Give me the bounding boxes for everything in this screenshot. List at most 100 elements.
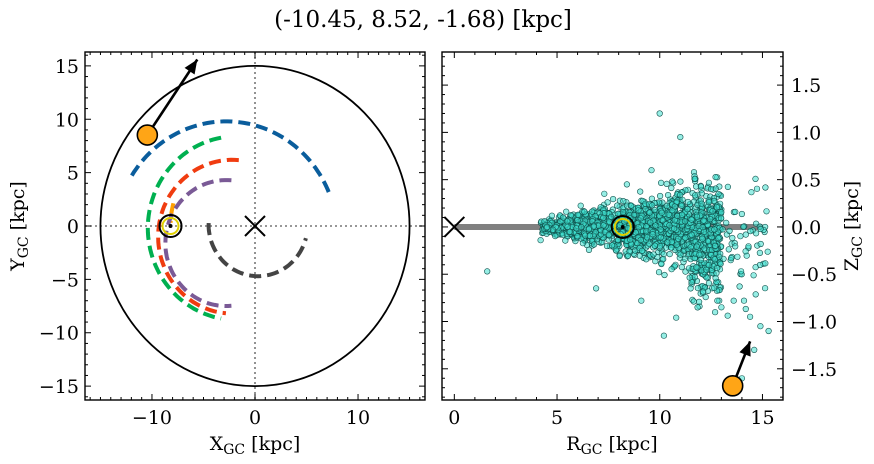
rz-ticks: 0 5 10 15 −1.5 −1.0 −0.5 0.0 0.5 1.0 1.5 <box>442 52 837 429</box>
scatter-point <box>687 244 694 251</box>
scatter-point <box>737 233 744 240</box>
xy-ytick-label: 15 <box>55 56 79 78</box>
xy-panel: −10 0 10 −15 −10 −5 0 5 10 15 XGC [kpc] YGC [kpc] <box>7 51 426 458</box>
scatter-point <box>564 223 571 230</box>
scatter-point <box>668 244 675 251</box>
scatter-point <box>608 213 615 220</box>
scatter-point <box>649 231 656 238</box>
rz-plot-area <box>443 110 772 397</box>
scatter-point <box>761 285 769 292</box>
scatter-point <box>694 285 702 292</box>
scatter-point <box>698 200 705 207</box>
scatter-point <box>678 211 686 218</box>
scatter-point <box>663 202 671 209</box>
xy-xlabel: XGC [kpc] <box>210 433 301 458</box>
xy-ytick-label: 0 <box>67 216 79 238</box>
scatter-point <box>574 217 581 224</box>
scatter-point <box>703 266 710 273</box>
scatter-point <box>686 274 693 281</box>
scatter-point <box>637 215 644 222</box>
scatter-point <box>730 297 737 304</box>
scatter-point <box>694 304 701 311</box>
scatter-point <box>590 241 598 248</box>
scatter-point <box>560 214 567 221</box>
scatter-point <box>600 214 607 221</box>
scatter-point <box>670 225 678 232</box>
rz-sun-yellow-ring <box>613 217 632 236</box>
rz-ytick-label: 0.0 <box>791 217 821 239</box>
scatter-point <box>573 225 580 232</box>
xy-xtick-label: 10 <box>346 407 370 429</box>
scatter-point <box>660 332 668 339</box>
scatter-point <box>608 242 616 249</box>
scatter-point <box>696 251 703 258</box>
scatter-point <box>678 264 685 271</box>
rz-ylabel: ZGC [kpc] <box>841 181 866 271</box>
scatter-point <box>728 255 735 262</box>
scatter-point <box>677 178 684 185</box>
scatter-point <box>609 196 617 203</box>
spiral-arm-4 <box>163 178 232 308</box>
scatter-point <box>656 243 664 250</box>
scatter-point <box>643 234 651 241</box>
scatter-point <box>718 304 725 311</box>
scatter-point <box>702 294 709 301</box>
scatter-point <box>709 208 716 215</box>
scatter-point <box>643 256 650 263</box>
scatter-point <box>693 213 701 220</box>
scatter-point <box>646 240 653 247</box>
scatter-point <box>748 189 755 196</box>
spiral-arm-3 <box>156 157 239 316</box>
xy-xtick-label: 0 <box>249 407 261 429</box>
scatter-point <box>710 284 718 291</box>
scatter-point <box>707 216 714 223</box>
scatter-point <box>715 235 722 242</box>
scatter-point <box>695 298 703 306</box>
spiral-arm-2 <box>168 202 176 223</box>
rz-ytick-label: −1.0 <box>791 312 837 334</box>
scatter-point <box>724 312 731 319</box>
scatter-point <box>712 174 719 181</box>
rz-galactic-center-marker-b <box>443 216 466 238</box>
scatter-point <box>656 192 664 200</box>
scatter-point <box>657 226 664 233</box>
scatter-point <box>668 266 675 273</box>
scatter-point <box>563 208 570 215</box>
scatter-point <box>579 240 587 247</box>
scatter-point <box>574 211 582 218</box>
scatter-point <box>663 180 670 187</box>
rz-sun-outer-ring <box>610 214 635 239</box>
rz-axes-frame <box>441 51 784 401</box>
scatter-point <box>664 192 672 199</box>
scatter-point <box>688 216 695 223</box>
scatter-point <box>763 208 770 215</box>
object-marker <box>136 124 159 146</box>
scatter-point <box>757 323 764 330</box>
scatter-point <box>635 207 642 214</box>
scatter-point <box>724 183 732 190</box>
scatter-point <box>627 236 634 243</box>
scatter-point <box>751 346 758 354</box>
galaxy-boundary-circle <box>99 64 411 388</box>
scatter-point <box>581 208 588 215</box>
scatter-point <box>484 268 491 275</box>
rz-object-velocity-arrowhead <box>739 341 751 357</box>
scatter-point <box>681 218 689 225</box>
scatter-point <box>628 202 635 209</box>
object-velocity-arrow <box>146 58 199 136</box>
sun-outer-ring <box>158 214 183 238</box>
scatter-point <box>664 239 671 246</box>
scatter-point <box>710 197 718 205</box>
scatter-point <box>592 285 600 292</box>
scatter-point <box>577 202 584 209</box>
scatter-point <box>757 225 764 233</box>
scatter-point <box>585 226 593 233</box>
scatter-point <box>736 283 743 290</box>
galactic-center-marker-b <box>244 215 266 237</box>
scatter-point <box>651 242 658 249</box>
scatter-point <box>715 190 722 198</box>
scatter-point <box>605 231 612 238</box>
rz-xlabel: RGC [kpc] <box>566 433 657 458</box>
scatter-point <box>588 208 596 215</box>
rz-ytick-label: 1.0 <box>791 122 821 144</box>
